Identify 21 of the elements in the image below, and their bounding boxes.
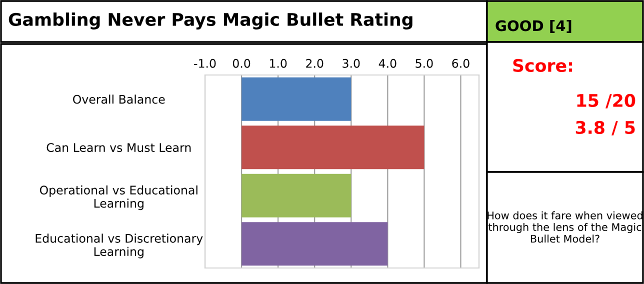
text: GOOD [4]	[496, 20, 572, 33]
x-tick-label: 5.0	[416, 58, 433, 68]
x-tick-label: -1.0	[194, 58, 216, 68]
y-tick-label: Overall Balance	[73, 94, 165, 104]
bar	[242, 222, 388, 266]
y-tick-label: Can Learn vs Must Learn	[46, 143, 191, 152]
x-tick-label: 0.0	[232, 58, 250, 68]
text: Score:	[513, 58, 572, 72]
chart-title: Gambling Never Pays Magic Bullet Rating	[8, 12, 412, 30]
bar	[242, 77, 352, 121]
x-tick-label: 4.0	[378, 58, 396, 68]
bar	[242, 174, 352, 218]
text: 3.8 / 5	[576, 120, 635, 136]
y-tick-label: Operational vs Educational Learning	[40, 185, 198, 210]
x-tick-label: 1.0	[270, 58, 287, 68]
x-tick-label: 2.0	[306, 58, 324, 68]
bar	[242, 126, 424, 170]
y-tick-label: Educational vs Discretionary Learning	[36, 234, 203, 258]
text: 15 /20	[577, 94, 636, 108]
x-tick-label: 6.0	[452, 58, 470, 68]
x-tick-label: 3.0	[342, 58, 360, 68]
